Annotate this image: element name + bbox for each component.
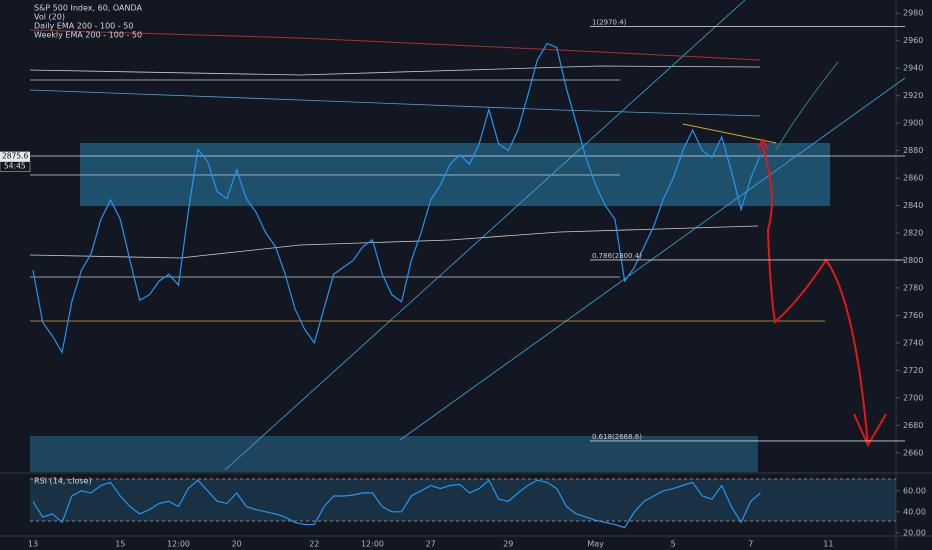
x-tick-label: 15 xyxy=(115,540,125,549)
y-tick-label: 2740 xyxy=(903,338,923,347)
y-tick-label: 2940 xyxy=(903,64,923,73)
y-tick-label: 2880 xyxy=(903,146,923,155)
fib-label: 0.618(2668.6) xyxy=(592,433,642,441)
legend-entry: Vol (20) xyxy=(34,13,65,22)
ema-line xyxy=(29,65,761,76)
x-tick-label: 20 xyxy=(232,540,242,549)
trend-line xyxy=(399,77,906,441)
fib-label: 0.786(2800.4) xyxy=(592,252,642,260)
y-tick-label: 2840 xyxy=(903,201,923,210)
ema-line xyxy=(29,225,759,259)
x-tick-label: 29 xyxy=(503,540,513,549)
chart-title: S&P 500 Index, 60, OANDA xyxy=(34,4,143,13)
y-tick-label: 40.00 xyxy=(903,507,926,516)
x-tick-label: May xyxy=(587,540,604,549)
fib-label: 1(2970.4) xyxy=(592,18,627,26)
y-tick-label: 2720 xyxy=(903,366,923,375)
price-tag-label: 2875.6 xyxy=(2,152,28,161)
x-tick-label: 27 xyxy=(426,540,436,549)
x-tick-label: 22 xyxy=(309,540,319,549)
rsi-title: RSI (14, close) xyxy=(34,477,92,486)
x-tick-label: 11 xyxy=(823,540,833,549)
legend-entry: Daily EMA 200 - 100 - 50 xyxy=(34,22,133,31)
y-tick-label: 60.00 xyxy=(903,486,926,495)
y-tick-label: 2800 xyxy=(903,256,923,265)
y-tick-label: 2980 xyxy=(903,9,923,18)
price-tag xyxy=(0,151,30,162)
resistance-zone xyxy=(80,143,830,206)
arrow-head xyxy=(757,137,769,151)
projection xyxy=(775,61,839,151)
y-tick-label: 2900 xyxy=(903,119,923,128)
x-tick-label: 5 xyxy=(671,540,676,549)
projection-arrow xyxy=(761,144,869,446)
x-tick-label: 13 xyxy=(28,540,38,549)
y-tick-label: 2960 xyxy=(903,36,923,45)
y-tick-label: 2760 xyxy=(903,311,923,320)
countdown-label: 54:45 xyxy=(4,162,26,171)
rsi-band xyxy=(30,479,896,521)
ema-line xyxy=(29,89,761,117)
legend-entry: Weekly EMA 200 - 100 - 50 xyxy=(34,31,142,40)
ema-line xyxy=(29,29,761,61)
price-line xyxy=(32,479,761,529)
countdown-tag xyxy=(0,161,31,172)
wedge-line xyxy=(682,123,777,144)
y-tick-label: 2920 xyxy=(903,91,923,100)
y-tick-label: 2680 xyxy=(903,421,923,430)
y-tick-label: 2860 xyxy=(903,174,923,183)
x-tick-label: 7 xyxy=(748,540,753,549)
y-tick-label: 20.00 xyxy=(903,528,926,537)
price-line xyxy=(32,42,762,355)
x-tick-label: 12:00 xyxy=(167,540,190,549)
y-tick-label: 2660 xyxy=(903,448,923,457)
y-tick-label: 2700 xyxy=(903,393,923,402)
y-tick-label: 2780 xyxy=(903,283,923,292)
x-tick-label: 12:00 xyxy=(361,540,384,549)
y-tick-label: 2820 xyxy=(903,229,923,238)
volume-zone xyxy=(30,436,758,472)
arrow-head xyxy=(853,413,887,448)
trend-line xyxy=(224,0,746,471)
